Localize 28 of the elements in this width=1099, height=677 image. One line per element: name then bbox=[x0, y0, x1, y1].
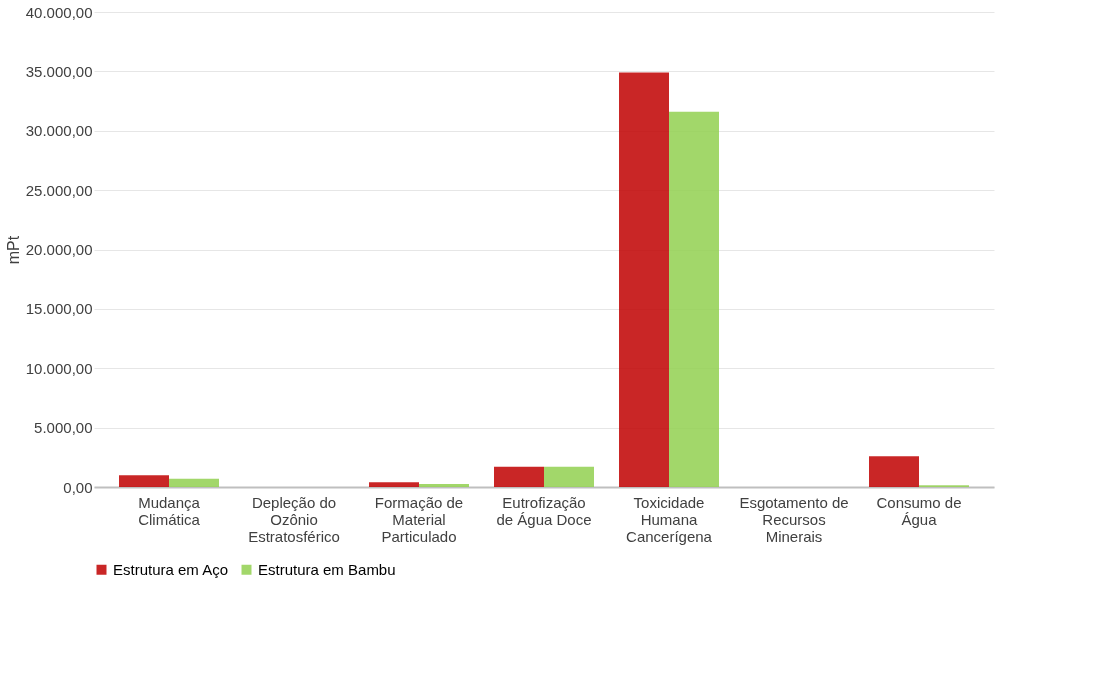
bar bbox=[544, 466, 594, 487]
legend-label: Estrutura em Aço bbox=[113, 560, 229, 578]
y-tick-label: 5.000,00 bbox=[34, 419, 93, 437]
y-tick-label: 30.000,00 bbox=[25, 122, 93, 140]
y-tick-label: 40.000,00 bbox=[25, 3, 93, 21]
y-tick-label: 20.000,00 bbox=[25, 241, 93, 258]
y-tick-label: 35.000,00 bbox=[25, 62, 93, 80]
y-tick-label: 10.000,00 bbox=[25, 359, 93, 377]
bar bbox=[119, 475, 169, 487]
bar bbox=[869, 456, 919, 487]
y-tick-label: 0,00 bbox=[63, 478, 93, 496]
y-tick-label: 15.000,00 bbox=[25, 300, 93, 318]
y-tick-label: 25.000,00 bbox=[25, 181, 93, 199]
bar bbox=[494, 466, 544, 487]
x-tick-label: Esgotamento de Recursos Minerais bbox=[739, 493, 849, 545]
x-tick-label: Formação de Material Particulado bbox=[374, 493, 464, 545]
legend-label: Estrutura em Bambu bbox=[258, 560, 396, 578]
x-tick-label: Consumo de Água bbox=[876, 493, 962, 528]
x-tick-label: Toxicidade Humana Cancerígena bbox=[626, 493, 713, 545]
bar bbox=[619, 72, 669, 487]
bar bbox=[369, 482, 419, 487]
bar bbox=[419, 484, 469, 487]
bar bbox=[669, 111, 719, 487]
bar bbox=[169, 478, 219, 487]
y-axis-title: mPt bbox=[4, 235, 22, 265]
x-tick-label: Depleção do Ozônio Estratosférico bbox=[248, 493, 340, 545]
x-tick-label: Mudança Climática bbox=[138, 493, 201, 528]
x-tick-label: Eutrofização de Água Doce bbox=[496, 493, 592, 528]
